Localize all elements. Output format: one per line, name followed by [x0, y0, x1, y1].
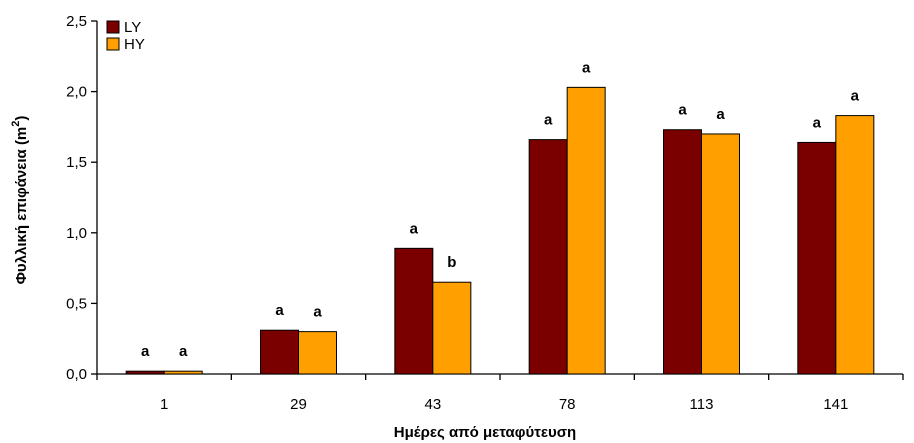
legend-label-hy: HY	[124, 36, 145, 53]
x-tick-label: 141	[823, 396, 848, 413]
bar-hy	[701, 133, 740, 375]
y-axis-title-text: Φυλλική επιφάνεια (m	[13, 127, 30, 285]
y-tick-label: 0,0	[66, 366, 87, 383]
significance-label: a	[141, 343, 150, 360]
bar-hy	[163, 370, 203, 375]
bar-ly	[394, 247, 434, 375]
significance-label: a	[410, 220, 419, 237]
x-tick-label: 29	[290, 396, 307, 413]
y-tick-label: 0,5	[66, 295, 87, 312]
bar-hy	[835, 115, 875, 375]
x-axis-title: Ημέρες από μεταφύτευση	[394, 424, 576, 441]
significance-label: a	[313, 304, 322, 321]
y-axis-title-superscript: 2	[10, 121, 22, 127]
significance-label: a	[813, 114, 822, 131]
y-tick-label: 1,5	[66, 154, 87, 171]
y-axis-title: Φυλλική επιφάνεια (m2)	[10, 116, 30, 285]
y-axis-title-close: )	[13, 116, 30, 121]
bar-ly	[797, 141, 837, 375]
significance-label: a	[582, 59, 591, 76]
bar-ly	[528, 139, 568, 375]
legend-label-ly: LY	[124, 19, 141, 36]
significance-label: a	[544, 112, 553, 129]
significance-label: a	[179, 343, 188, 360]
y-tick-label: 1,0	[66, 225, 87, 242]
significance-label: a	[851, 88, 860, 105]
bar-ly	[663, 129, 702, 375]
significance-label: a	[275, 302, 284, 319]
significance-label: a	[678, 102, 687, 119]
significance-label: b	[447, 254, 456, 271]
bar-hy	[566, 86, 606, 375]
legend-swatch-ly	[106, 20, 120, 34]
x-tick-label: 78	[559, 396, 576, 413]
y-tick-label: 2,5	[66, 13, 87, 30]
legend-swatch-hy	[106, 37, 120, 51]
plot-area: 0,0 0,5 1,0 1,5 2,0 2,5 1 29 43 78 113 141 a a a a a a a a b…	[66, 13, 904, 413]
x-tick-label: 1	[160, 396, 168, 413]
bar-hy	[298, 331, 337, 375]
x-tick-label: 43	[424, 396, 441, 413]
y-tick-label: 2,0	[66, 84, 87, 101]
bar-ly	[260, 329, 299, 375]
significance-label: a	[716, 106, 725, 123]
x-tick-label: 113	[690, 396, 714, 413]
bar-hy	[432, 281, 472, 375]
bar-ly	[125, 370, 165, 375]
